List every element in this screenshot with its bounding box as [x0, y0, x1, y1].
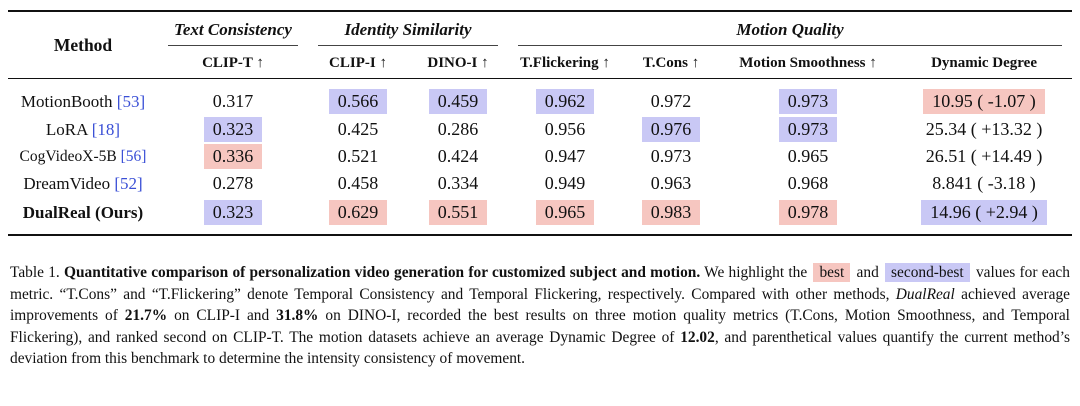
col-t-cons: T.Cons ↑ [622, 48, 721, 79]
second-best-highlight: 0.962 [535, 89, 595, 114]
cell-dino-i: 0.424 [437, 146, 479, 166]
best-legend-chip: best [813, 263, 851, 282]
cell-clip-i: 0.521 [337, 146, 379, 166]
cell-dino-i: 0.551 [408, 197, 509, 236]
cell-dino-i: 0.286 [437, 119, 479, 139]
second-best-highlight: 14.96 ( +2.94 ) [921, 200, 1047, 225]
cell-motion-smoothness: 0.978 [720, 197, 897, 236]
second-best-highlight: 0.323 [203, 117, 263, 142]
method-label: LoRA [45, 119, 88, 139]
cell-t-cons: 0.963 [650, 173, 692, 193]
cell-dynamic-degree: 14.96 ( +2.94 ) [896, 197, 1073, 236]
group-motion-quality: Motion Quality [508, 10, 1073, 48]
method-label: CogVideoX-5B [19, 147, 117, 165]
cell-t-flickering: 0.949 [544, 173, 586, 193]
table-row: MotionBooth [53] 0.317 0.566 0.459 0.962… [8, 79, 1072, 117]
header-group-row: Method Text Consistency Identity Similar… [8, 10, 1073, 79]
citation-link[interactable]: [18] [91, 119, 121, 139]
cell-clip-t: 0.278 [212, 173, 254, 193]
best-highlight: 0.983 [641, 200, 701, 225]
table-row: LoRA [18] 0.323 0.425 0.286 0.956 0.976 … [8, 116, 1072, 143]
method-name: DreamVideo [52] [8, 170, 158, 197]
cell-clip-i: 0.566 [308, 79, 408, 117]
cell-clip-i: 0.458 [337, 173, 379, 193]
cell-motion-smoothness: 0.968 [787, 173, 829, 193]
col-clip-t: CLIP-T ↑ [158, 48, 308, 79]
cell-t-cons: 0.983 [622, 197, 721, 236]
best-highlight: 10.95 ( -1.07 ) [923, 89, 1045, 114]
citation-link[interactable]: [53] [116, 91, 146, 111]
cell-dino-i: 0.459 [408, 79, 508, 117]
citation-link[interactable]: [52] [114, 173, 143, 193]
col-t-flickering: T.Flickering ↑ [508, 48, 623, 79]
method-name: CogVideoX-5B [56] [8, 143, 158, 170]
method-label: MotionBooth [20, 91, 113, 111]
method-name: LoRA [18] [8, 116, 158, 143]
table-caption: Table 1. Quantitative comparison of pers… [10, 263, 1070, 368]
second-best-highlight: 0.459 [428, 89, 488, 114]
second-best-highlight: 0.976 [641, 117, 701, 142]
second-best-highlight: 0.566 [328, 89, 388, 114]
citation-link[interactable]: [56] [120, 147, 147, 165]
caption-label: Table 1. [10, 264, 60, 281]
cell-clip-i: 0.629 [308, 197, 408, 236]
best-highlight: 0.336 [203, 144, 263, 169]
cell-dynamic-degree: 25.34 ( +13.32 ) [925, 119, 1043, 139]
group-text-consistency: Text Consistency [158, 10, 308, 48]
cell-dynamic-degree: 8.841 ( -3.18 ) [932, 173, 1036, 193]
cell-motion-smoothness: 0.973 [720, 116, 896, 143]
second-best-highlight: 0.973 [778, 89, 838, 114]
method-label: DreamVideo [23, 173, 111, 193]
caption-title: Quantitative comparison of personalizati… [64, 264, 701, 281]
table-row: DreamVideo [52] 0.278 0.458 0.334 0.949 … [8, 170, 1072, 197]
results-table: Method Text Consistency Identity Similar… [8, 10, 1073, 236]
method-italic: DualReal [895, 285, 955, 303]
second-best-highlight: 0.323 [203, 200, 263, 225]
col-dynamic-degree: Dynamic Degree [896, 48, 1073, 79]
cell-dynamic-degree: 26.51 ( +14.49 ) [925, 146, 1043, 166]
best-highlight: 0.978 [778, 200, 838, 225]
cell-t-cons: 0.973 [650, 146, 692, 166]
second-best-legend-chip: second-best [885, 263, 970, 282]
col-dino-i: DINO-I ↑ [408, 48, 509, 79]
cell-motion-smoothness: 0.973 [720, 79, 896, 117]
cell-clip-t: 0.336 [158, 143, 308, 170]
cell-t-flickering: 0.956 [544, 119, 586, 139]
col-motion-smoothness: Motion Smoothness ↑ [720, 48, 897, 79]
cell-t-flickering: 0.965 [508, 197, 623, 236]
table-row-ours: DualReal (Ours) 0.323 0.629 0.551 0.965 … [8, 197, 1073, 236]
method-header: Method [8, 10, 158, 79]
best-highlight: 0.629 [328, 200, 388, 225]
cell-motion-smoothness: 0.965 [787, 146, 829, 166]
cell-t-flickering: 0.962 [508, 79, 622, 117]
cell-clip-t: 0.323 [158, 116, 308, 143]
best-highlight: 0.551 [428, 200, 488, 225]
second-best-highlight: 0.973 [778, 117, 838, 142]
method-name: MotionBooth [53] [8, 79, 158, 117]
cell-clip-t: 0.323 [158, 197, 308, 236]
header-column-row: CLIP-T ↑ CLIP-I ↑ DINO-I ↑ T.Flickering … [8, 48, 1073, 79]
group-identity-similarity: Identity Similarity [308, 10, 509, 48]
cell-t-flickering: 0.947 [544, 146, 586, 166]
method-label: DualReal (Ours) [22, 202, 144, 222]
cell-t-cons: 0.972 [650, 91, 692, 111]
cell-t-cons: 0.976 [622, 116, 720, 143]
method-name: DualReal (Ours) [8, 197, 158, 236]
table-row: CogVideoX-5B [56] 0.336 0.521 0.424 0.94… [8, 143, 1072, 170]
best-highlight: 0.965 [535, 200, 595, 225]
col-clip-i: CLIP-I ↑ [308, 48, 408, 79]
cell-clip-i: 0.425 [337, 119, 379, 139]
cell-dynamic-degree: 10.95 ( -1.07 ) [896, 79, 1072, 117]
cell-clip-t: 0.317 [212, 91, 254, 111]
cell-dino-i: 0.334 [437, 173, 479, 193]
results-table-wrapper: Method Text Consistency Identity Similar… [8, 10, 1073, 236]
